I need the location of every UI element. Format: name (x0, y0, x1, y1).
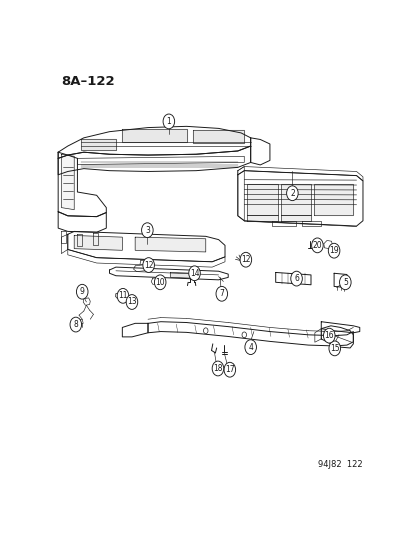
Circle shape (188, 266, 200, 281)
Text: 16: 16 (324, 331, 333, 340)
Circle shape (244, 340, 256, 354)
Polygon shape (280, 184, 311, 215)
Text: 11: 11 (118, 292, 128, 300)
Polygon shape (237, 166, 244, 221)
Circle shape (141, 223, 153, 238)
Polygon shape (313, 184, 352, 215)
Polygon shape (68, 231, 225, 262)
Polygon shape (237, 166, 362, 181)
Polygon shape (115, 292, 125, 298)
Circle shape (203, 328, 207, 334)
Text: 8: 8 (73, 320, 78, 329)
Text: 3: 3 (145, 225, 150, 235)
Text: 6: 6 (293, 274, 298, 283)
Polygon shape (280, 215, 311, 221)
Circle shape (328, 341, 340, 356)
Polygon shape (74, 236, 122, 251)
Text: 4: 4 (248, 343, 252, 352)
Polygon shape (275, 272, 310, 285)
Circle shape (142, 257, 154, 272)
Polygon shape (83, 298, 90, 305)
Polygon shape (314, 329, 320, 342)
Text: 94J82  122: 94J82 122 (318, 461, 362, 470)
Text: 1: 1 (166, 117, 171, 126)
Circle shape (212, 361, 223, 376)
Text: 12: 12 (240, 255, 250, 264)
Text: 12: 12 (144, 261, 153, 270)
Polygon shape (151, 277, 164, 284)
Circle shape (154, 275, 166, 290)
Polygon shape (93, 233, 98, 245)
Polygon shape (122, 324, 148, 337)
Text: 5: 5 (342, 278, 347, 287)
Polygon shape (78, 319, 83, 325)
Circle shape (286, 186, 297, 200)
Circle shape (216, 286, 227, 301)
Polygon shape (133, 264, 152, 272)
Circle shape (126, 295, 138, 309)
Polygon shape (61, 154, 74, 209)
Polygon shape (109, 267, 228, 280)
Polygon shape (61, 235, 68, 254)
Polygon shape (58, 212, 106, 232)
Text: 17: 17 (225, 365, 234, 374)
Text: 9: 9 (80, 287, 85, 296)
Text: 10: 10 (155, 278, 165, 287)
Polygon shape (320, 326, 352, 348)
Polygon shape (77, 156, 244, 165)
Polygon shape (170, 272, 192, 278)
Text: 7: 7 (219, 289, 224, 298)
Polygon shape (77, 235, 82, 246)
Polygon shape (333, 273, 346, 288)
Polygon shape (58, 126, 250, 158)
Polygon shape (148, 322, 352, 346)
Polygon shape (122, 129, 186, 142)
Polygon shape (247, 215, 277, 221)
Circle shape (163, 114, 174, 129)
Polygon shape (68, 249, 225, 267)
Text: 20: 20 (312, 241, 321, 250)
Text: 8A–122: 8A–122 (61, 76, 115, 88)
Polygon shape (81, 139, 116, 150)
Circle shape (290, 271, 301, 286)
Text: 13: 13 (127, 297, 136, 306)
Circle shape (240, 252, 251, 267)
Polygon shape (237, 171, 362, 226)
Text: 14: 14 (189, 269, 199, 278)
Text: 2: 2 (290, 189, 294, 198)
Text: 18: 18 (213, 364, 222, 373)
Circle shape (323, 328, 334, 343)
Polygon shape (192, 130, 244, 143)
Text: 15: 15 (329, 344, 339, 353)
Circle shape (311, 238, 323, 253)
Circle shape (70, 317, 81, 332)
Polygon shape (301, 221, 320, 226)
Text: 19: 19 (328, 246, 338, 255)
Polygon shape (247, 184, 277, 215)
Circle shape (223, 362, 235, 377)
Circle shape (328, 243, 339, 258)
Polygon shape (58, 146, 250, 175)
Circle shape (117, 288, 128, 303)
Polygon shape (61, 231, 66, 243)
Polygon shape (250, 138, 269, 165)
Polygon shape (271, 221, 295, 226)
Polygon shape (323, 240, 332, 248)
Polygon shape (135, 237, 205, 252)
Polygon shape (58, 152, 106, 216)
Circle shape (339, 275, 350, 290)
Circle shape (242, 332, 246, 338)
Circle shape (76, 284, 88, 299)
Polygon shape (320, 322, 359, 333)
